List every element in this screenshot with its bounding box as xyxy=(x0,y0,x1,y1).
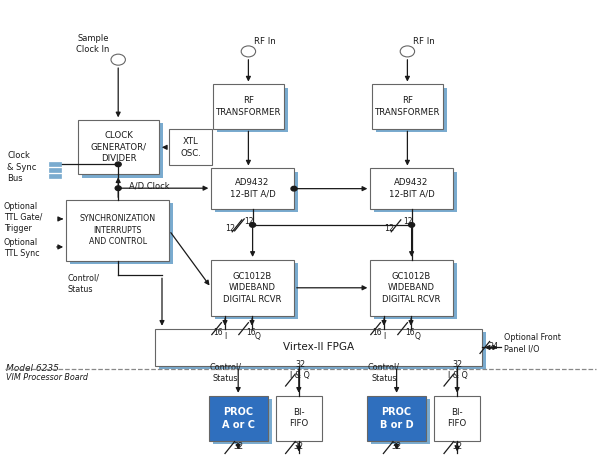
Text: PROC
A or C: PROC A or C xyxy=(222,407,254,430)
Text: I: I xyxy=(383,332,386,341)
Circle shape xyxy=(241,46,256,57)
Bar xyxy=(82,123,163,178)
Bar xyxy=(371,399,430,444)
Text: 16: 16 xyxy=(372,328,382,337)
Text: 12: 12 xyxy=(403,217,413,226)
Text: AD9432
12-BIT A/D: AD9432 12-BIT A/D xyxy=(389,179,434,199)
Bar xyxy=(213,399,272,444)
Circle shape xyxy=(111,54,125,65)
Text: GC1012B
WIDEBAND
DIGITAL RCVR: GC1012B WIDEBAND DIGITAL RCVR xyxy=(382,272,441,304)
Bar xyxy=(78,120,159,174)
Circle shape xyxy=(115,162,121,167)
Circle shape xyxy=(115,186,121,190)
Text: Virtex-II FPGA: Virtex-II FPGA xyxy=(283,342,354,353)
Bar xyxy=(370,168,453,209)
Text: 12: 12 xyxy=(384,224,394,233)
Text: I: I xyxy=(224,332,227,341)
Text: Control/
Status: Control/ Status xyxy=(368,363,400,383)
Bar xyxy=(169,129,212,165)
Bar xyxy=(66,200,169,261)
Text: PROC
B or D: PROC B or D xyxy=(380,407,413,430)
Text: 32
I & Q: 32 I & Q xyxy=(448,360,468,380)
Text: Sample
Clock In: Sample Clock In xyxy=(76,34,110,54)
Bar xyxy=(159,332,486,369)
Text: Clock
& Sync
Bus: Clock & Sync Bus xyxy=(7,151,37,183)
Text: GC1012B
WIDEBAND
DIGITAL RCVR: GC1012B WIDEBAND DIGITAL RCVR xyxy=(223,272,282,304)
Bar xyxy=(367,396,426,441)
Text: BI-
FIFO: BI- FIFO xyxy=(448,408,467,428)
Text: RF
TRANSFORMER: RF TRANSFORMER xyxy=(215,96,281,117)
Text: Control/
Status: Control/ Status xyxy=(209,363,241,383)
Text: BI-
FIFO: BI- FIFO xyxy=(289,408,308,428)
Bar xyxy=(155,329,482,366)
Text: RF In: RF In xyxy=(413,37,435,46)
Text: SYNCHRONIZATION
INTERRUPTS
AND CONTROL: SYNCHRONIZATION INTERRUPTS AND CONTROL xyxy=(80,214,155,246)
Bar xyxy=(376,88,447,132)
Bar xyxy=(211,260,294,316)
Text: 32: 32 xyxy=(294,442,304,451)
Bar xyxy=(209,396,268,441)
Bar xyxy=(213,84,284,129)
Bar xyxy=(374,172,457,212)
Text: 12: 12 xyxy=(225,224,235,233)
Bar xyxy=(211,168,294,209)
Bar xyxy=(215,172,298,212)
Text: Control/
Status: Control/ Status xyxy=(67,274,99,294)
Text: 32
I & Q: 32 I & Q xyxy=(290,360,310,380)
Text: 16: 16 xyxy=(246,328,256,337)
Text: VIM Processor Board: VIM Processor Board xyxy=(6,373,88,382)
Bar xyxy=(434,396,480,441)
Text: 32: 32 xyxy=(392,442,401,451)
Text: 24: 24 xyxy=(488,342,499,351)
Circle shape xyxy=(250,223,256,227)
Text: Q: Q xyxy=(415,332,421,341)
Text: 32: 32 xyxy=(233,442,243,451)
Bar xyxy=(217,88,288,132)
Circle shape xyxy=(409,223,415,227)
Text: Optional Front
Panel I/O: Optional Front Panel I/O xyxy=(504,333,561,353)
Bar xyxy=(372,84,443,129)
Text: AD9432
12-BIT A/D: AD9432 12-BIT A/D xyxy=(230,179,275,199)
Bar xyxy=(49,174,61,178)
Text: 16: 16 xyxy=(213,328,223,337)
Bar xyxy=(215,263,298,319)
Text: RF In: RF In xyxy=(254,37,276,46)
Text: CLOCK
GENERATOR/
DIVIDER: CLOCK GENERATOR/ DIVIDER xyxy=(91,131,146,163)
Bar xyxy=(374,263,457,319)
Text: 12: 12 xyxy=(244,217,254,226)
Bar xyxy=(49,168,61,172)
Text: Optional
TTL Gate/
Trigger: Optional TTL Gate/ Trigger xyxy=(4,202,42,233)
Text: Optional
TTL Sync: Optional TTL Sync xyxy=(4,238,39,258)
Circle shape xyxy=(400,46,415,57)
Text: A/D Clock: A/D Clock xyxy=(129,182,170,191)
Circle shape xyxy=(291,186,297,191)
Text: XTL
OSC.: XTL OSC. xyxy=(181,137,201,157)
Text: 16: 16 xyxy=(405,328,415,337)
Bar xyxy=(70,203,173,264)
Bar xyxy=(276,396,322,441)
Bar xyxy=(49,162,61,166)
Text: Q: Q xyxy=(255,332,261,341)
Text: Model 6235: Model 6235 xyxy=(6,364,59,373)
Text: 32: 32 xyxy=(452,442,462,451)
Bar xyxy=(370,260,453,316)
Text: RF
TRANSFORMER: RF TRANSFORMER xyxy=(374,96,440,117)
